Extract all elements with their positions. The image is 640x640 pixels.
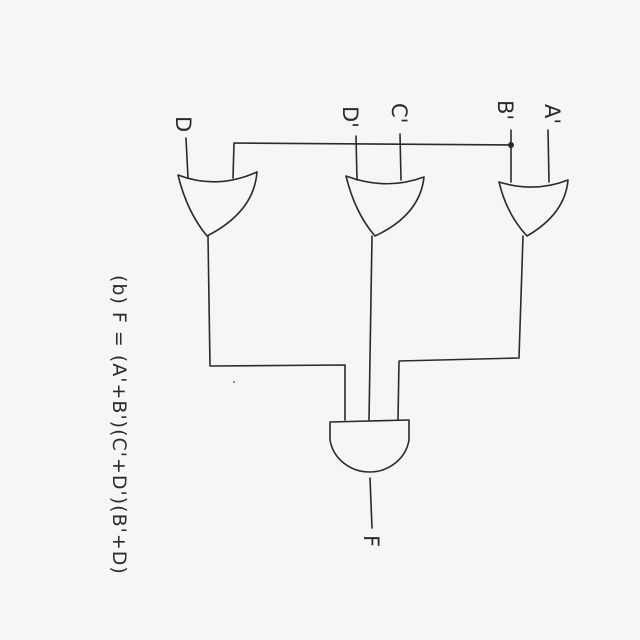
input-label-c-prime: C' [387, 103, 411, 123]
wire-c-prime [399, 133, 402, 181]
intermediate-wires [207, 235, 524, 421]
and-gate [329, 419, 410, 473]
output-label-f: F [359, 535, 383, 547]
wire-d [185, 137, 189, 179]
wire-or-2-out [368, 235, 373, 421]
wire-d-prime [355, 135, 358, 181]
or-gate-1 [177, 171, 258, 237]
input-label-d: D [171, 116, 195, 132]
stray-mark [232, 380, 236, 384]
input-wires [185, 129, 550, 183]
wire-b-prime-to-or-1 [232, 142, 512, 179]
or-gate-2 [345, 175, 425, 237]
wire-or-1-out [207, 235, 346, 421]
wire-a-prime [547, 129, 550, 183]
or-gate-3 [498, 179, 569, 237]
boolean-expression: (b) F = (A'+B')(C'+D')(B'+D) [108, 275, 130, 575]
wire-or-3-out [397, 235, 524, 421]
input-label-b-prime: B' [493, 100, 517, 120]
wire-output-f [369, 477, 373, 529]
input-label-a-prime: A' [540, 104, 564, 124]
input-label-d-prime: D' [338, 106, 362, 128]
